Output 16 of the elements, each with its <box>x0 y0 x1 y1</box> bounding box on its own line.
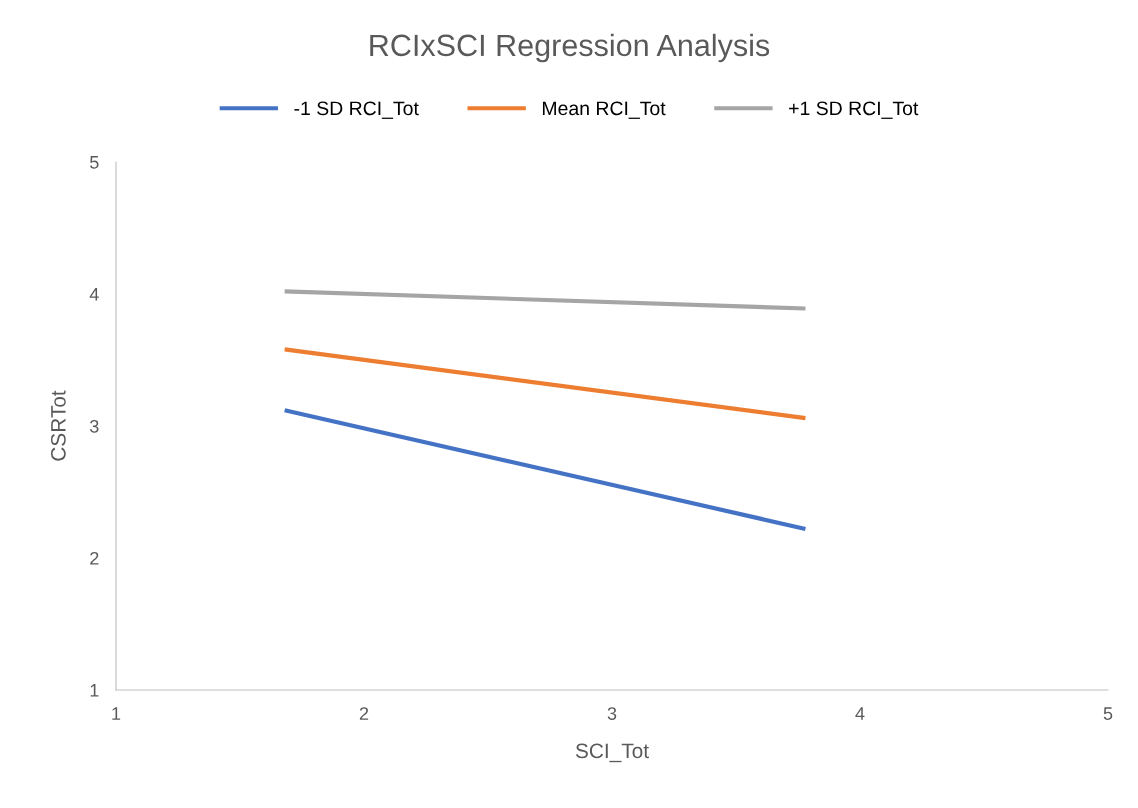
x-tick-label: 3 <box>607 707 617 720</box>
y-tick-label: 1 <box>90 684 99 697</box>
y-tick-label: 2 <box>90 551 99 565</box>
y-tick-label: 4 <box>89 288 99 301</box>
y-axis-title: CSRTot <box>50 390 66 461</box>
x-tick-label: 2 <box>359 707 369 720</box>
legend-label: -1 SD RCI_Tot <box>294 101 419 119</box>
chart-title: RCIxSCI Regression Analysis <box>370 33 770 63</box>
y-tick-label: 3 <box>89 419 99 433</box>
x-axis-title: SCI_Tot <box>575 743 649 763</box>
x-tick-label: 1 <box>112 707 121 720</box>
legend-label: Mean RCI_Tot <box>542 101 666 119</box>
x-tick-label: 4 <box>855 707 865 720</box>
legend-label: +1 SD RCI_Tot <box>789 101 919 119</box>
y-tick-label: 5 <box>90 156 99 169</box>
x-tick-label: 5 <box>1103 707 1113 720</box>
